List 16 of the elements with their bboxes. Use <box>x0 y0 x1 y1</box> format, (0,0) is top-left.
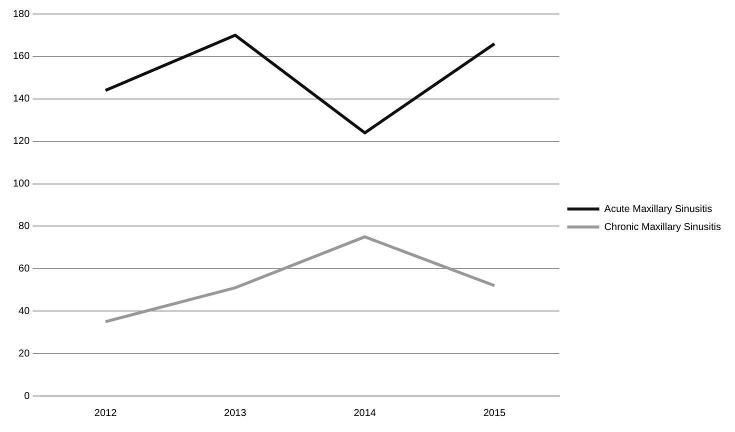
x-tick-label: 2015 <box>483 408 506 419</box>
y-tick-label: 60 <box>18 263 30 274</box>
y-tick-label: 40 <box>18 306 30 317</box>
y-tick-label: 0 <box>24 390 30 402</box>
x-tick-label: 2013 <box>224 408 247 419</box>
x-tick-label: 2014 <box>354 408 376 419</box>
y-tick-label: 120 <box>12 136 30 148</box>
legend-label: Acute Maxillary Sinusitis <box>604 204 712 215</box>
x-tick-label: 2012 <box>94 408 118 419</box>
y-tick-label: 80 <box>18 220 30 232</box>
legend-label: Chronic Maxillary Sinusitis <box>604 222 722 233</box>
y-tick-label: 160 <box>12 51 30 62</box>
y-tick-label: 100 <box>12 178 30 190</box>
y-tick-label: 20 <box>18 348 30 360</box>
y-tick-label: 180 <box>12 8 30 20</box>
y-tick-label: 140 <box>12 94 30 105</box>
